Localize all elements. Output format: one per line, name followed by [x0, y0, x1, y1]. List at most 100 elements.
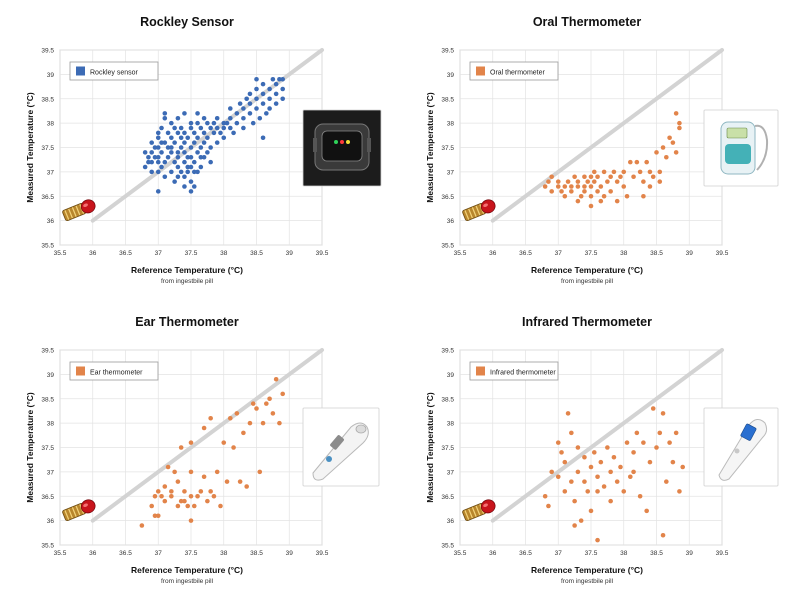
y-tick-label: 35.5 [441, 243, 454, 250]
data-point [142, 164, 148, 170]
data-point [182, 111, 187, 116]
data-point [198, 145, 204, 150]
ear-thermometer-button [326, 456, 332, 462]
data-point [188, 189, 194, 194]
y-tick-label: 39.5 [41, 48, 54, 55]
pill-highlight [83, 503, 88, 508]
data-point [152, 513, 158, 519]
data-point [277, 76, 282, 82]
x-tick-label: 38.5 [650, 550, 663, 557]
chart-title: Rockley Sensor [140, 15, 234, 29]
data-point [241, 115, 246, 121]
data-point [280, 86, 286, 92]
data-point [559, 189, 564, 194]
legend-label: Oral thermometer [490, 70, 546, 77]
legend-swatch [76, 66, 85, 76]
x-tick-label: 36.5 [519, 250, 532, 257]
series-points [542, 406, 685, 543]
y-tick-label: 36.5 [441, 194, 454, 201]
legend: Ear thermometer [69, 361, 159, 381]
data-point [185, 503, 191, 509]
data-point [575, 179, 581, 184]
data-point [582, 189, 587, 194]
pill-stripe [68, 508, 73, 519]
pill-stripe [75, 505, 81, 516]
y-axis-label: Measured Temperature (°C) [425, 392, 435, 503]
data-point [162, 115, 168, 121]
data-point [162, 111, 168, 116]
y-tick-label: 39 [47, 72, 55, 79]
thermometer-display [726, 127, 748, 139]
data-point [588, 193, 594, 199]
data-point [162, 174, 168, 180]
data-point [549, 189, 554, 194]
y-tick-label: 36 [47, 518, 55, 525]
sensor-led-green [334, 140, 338, 144]
pill-stripe [464, 510, 470, 520]
data-point [565, 179, 571, 184]
x-axis-sublabel: from ingestbile pill [161, 278, 214, 285]
data-point [542, 493, 548, 499]
x-axis-label: Reference Temperature (°C) [131, 565, 243, 575]
data-point [634, 430, 640, 436]
data-point [595, 189, 600, 194]
data-point [254, 96, 259, 102]
data-point [155, 135, 161, 141]
x-tick-label: 37 [155, 550, 163, 557]
data-point [221, 125, 227, 131]
data-point [273, 376, 279, 382]
data-point [660, 145, 666, 150]
data-point [169, 120, 174, 126]
data-point [667, 440, 672, 445]
x-tick-label: 39.5 [316, 250, 329, 257]
data-point [155, 189, 161, 194]
data-point [188, 469, 194, 475]
x-tick-label: 37.5 [185, 250, 198, 257]
data-point [175, 479, 181, 484]
data-point [195, 135, 200, 141]
y-axis-label: Measured Temperature (°C) [25, 92, 35, 203]
data-point [244, 484, 249, 489]
chart-title: Ear Thermometer [135, 315, 239, 329]
data-point [585, 179, 591, 184]
data-point [205, 135, 210, 141]
data-point [155, 159, 161, 165]
data-point [578, 193, 584, 199]
ear-thermometer-display [330, 435, 344, 450]
data-point [247, 111, 253, 116]
data-point [591, 169, 597, 175]
data-point [198, 164, 204, 170]
y-tick-label: 36.5 [441, 494, 454, 501]
data-point [175, 164, 181, 170]
data-point [569, 430, 574, 436]
y-tick-label: 38 [447, 421, 455, 428]
data-point [555, 440, 561, 445]
data-point [588, 464, 594, 470]
y-tick-label: 37.5 [441, 445, 454, 452]
oral-thermometer-icon [720, 121, 769, 175]
pill-stripe [468, 508, 473, 519]
data-point [188, 145, 194, 150]
data-point [182, 159, 187, 165]
x-tick-label: 36 [89, 250, 97, 257]
data-point [254, 86, 259, 92]
data-point [142, 150, 148, 155]
chart-svg: Infrared Thermometer 35.5 36 36.5 37 37.5 38 38… [425, 315, 779, 585]
data-point [614, 479, 620, 484]
data-point [175, 503, 181, 509]
data-point [608, 469, 613, 475]
data-point [172, 469, 177, 475]
data-point [667, 135, 672, 141]
y-tick-label: 36 [447, 518, 455, 525]
data-point [634, 159, 640, 165]
ingestible-pill-icon [462, 199, 496, 221]
data-point [191, 503, 197, 509]
data-point [611, 454, 617, 460]
data-point [562, 184, 568, 189]
pill-cap [80, 199, 96, 214]
data-point [555, 474, 561, 480]
sensor-strap-right [367, 138, 371, 152]
data-point [231, 130, 236, 136]
data-point [637, 493, 643, 499]
data-point [159, 150, 164, 155]
